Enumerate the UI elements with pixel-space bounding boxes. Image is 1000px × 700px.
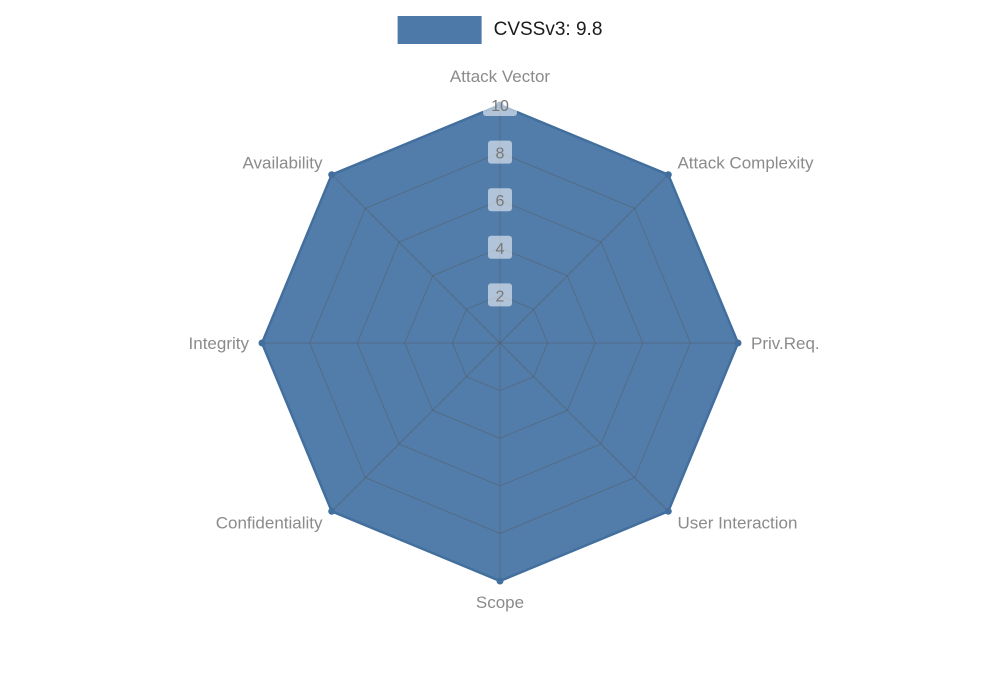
axis-label: Scope bbox=[476, 593, 524, 612]
tick-label-box bbox=[488, 188, 512, 212]
tick-label: 2 bbox=[496, 288, 505, 305]
axis-label: Attack Vector bbox=[450, 67, 550, 86]
axis-label: Availability bbox=[243, 154, 324, 173]
radar-series-vertex bbox=[496, 577, 504, 585]
tick-label: 10 bbox=[491, 98, 509, 115]
tick-label: 8 bbox=[496, 146, 505, 163]
radar-series-vertex bbox=[734, 339, 742, 347]
legend: CVSSv3: 9.8 bbox=[397, 16, 603, 44]
grid-ring bbox=[309, 152, 691, 534]
grid-ring bbox=[404, 247, 596, 439]
tick-label-box bbox=[483, 93, 517, 116]
radar-series-vertex bbox=[328, 171, 336, 179]
legend-label: CVSSv3: 9.8 bbox=[493, 19, 603, 40]
grid-spoke bbox=[499, 174, 669, 344]
axis-label: User Interaction bbox=[677, 513, 797, 532]
tick-label: 6 bbox=[496, 193, 505, 210]
grid-spoke bbox=[499, 342, 669, 512]
axis-label: Attack Complexity bbox=[677, 154, 814, 173]
radar-series-vertex bbox=[664, 507, 672, 515]
grid-spoke bbox=[331, 342, 501, 512]
legend-swatch-icon bbox=[397, 16, 482, 44]
axis-label: Priv.Req. bbox=[751, 334, 820, 353]
tick-label: 4 bbox=[496, 241, 505, 258]
radar-series-vertex bbox=[258, 339, 266, 347]
radar-series-area bbox=[262, 105, 738, 581]
radar-series-vertex bbox=[328, 507, 336, 515]
tick-label-box bbox=[488, 235, 512, 259]
tick-label-box bbox=[488, 140, 512, 164]
axis-label: Integrity bbox=[189, 334, 250, 353]
radar-series-vertex bbox=[664, 171, 672, 179]
axis-label: Confidentiality bbox=[216, 513, 323, 532]
grid-spoke bbox=[331, 174, 501, 344]
tick-label-box bbox=[488, 283, 512, 307]
grid-ring bbox=[451, 294, 549, 392]
grid-ring bbox=[356, 199, 644, 487]
